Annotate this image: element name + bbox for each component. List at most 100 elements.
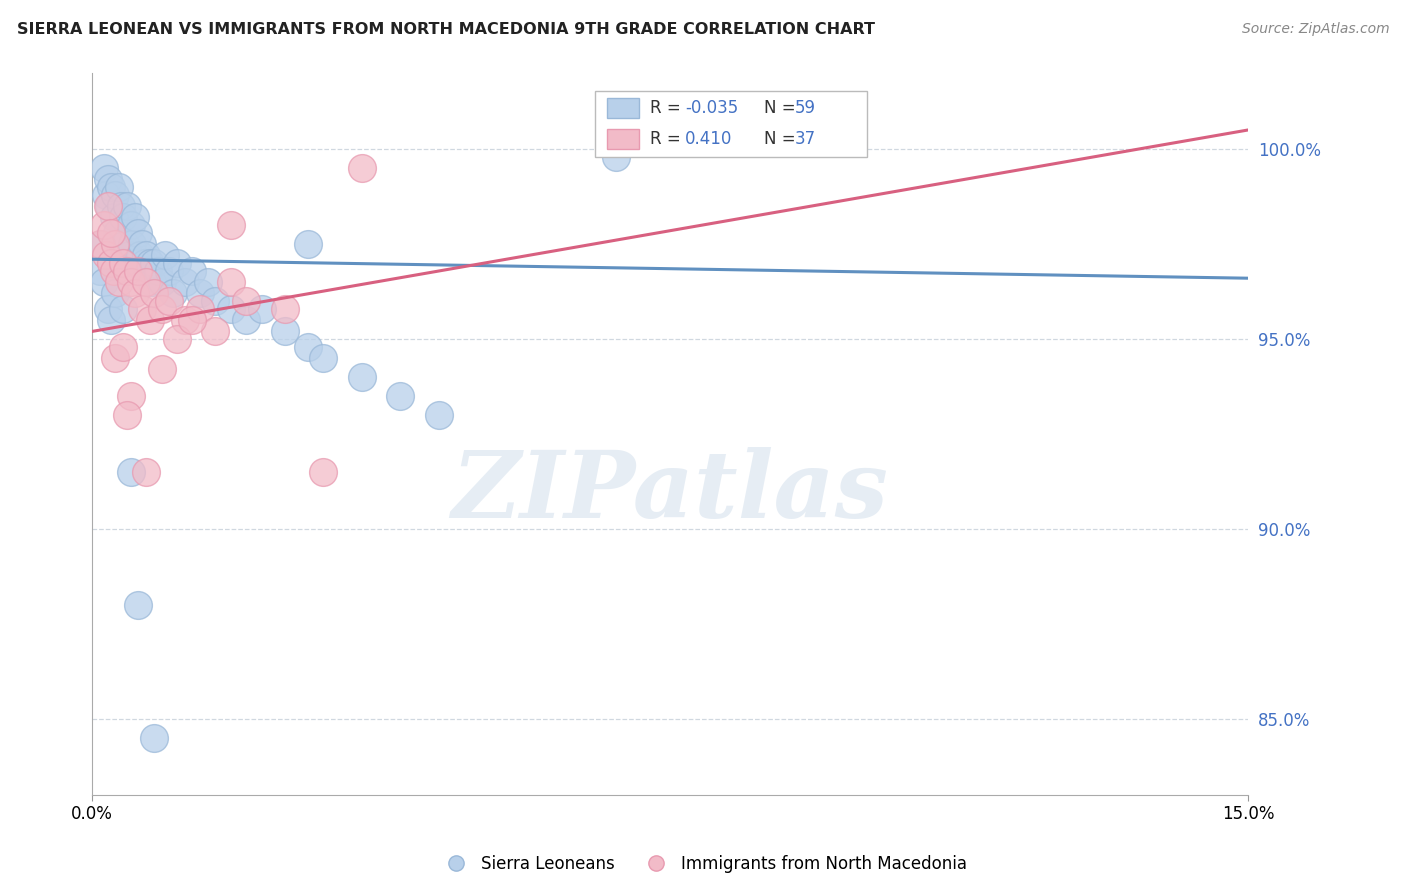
Point xyxy=(111,340,134,354)
Point xyxy=(129,248,152,262)
Point xyxy=(104,187,127,202)
Point xyxy=(100,180,122,194)
Point xyxy=(97,301,120,316)
Point xyxy=(134,256,156,270)
FancyBboxPatch shape xyxy=(606,128,638,149)
Text: 37: 37 xyxy=(794,129,815,148)
Point xyxy=(173,275,195,289)
Point xyxy=(297,237,319,252)
Point xyxy=(166,256,188,270)
Point xyxy=(197,275,219,289)
Point xyxy=(274,325,297,339)
FancyBboxPatch shape xyxy=(595,91,866,158)
Point xyxy=(127,263,149,277)
Point xyxy=(142,286,165,301)
Point xyxy=(131,237,153,252)
Point xyxy=(100,313,122,327)
Point xyxy=(100,256,122,270)
Point xyxy=(120,389,142,403)
Point xyxy=(131,301,153,316)
Point xyxy=(150,362,173,376)
Text: R =: R = xyxy=(651,99,686,118)
Point xyxy=(235,293,257,308)
Point xyxy=(157,263,180,277)
Point xyxy=(235,313,257,327)
Point xyxy=(115,263,138,277)
Point xyxy=(127,598,149,612)
Point xyxy=(142,256,165,270)
Text: Source: ZipAtlas.com: Source: ZipAtlas.com xyxy=(1241,22,1389,37)
Point xyxy=(136,263,159,277)
Point xyxy=(125,256,148,270)
Point xyxy=(103,211,125,225)
Point xyxy=(104,286,127,301)
Point xyxy=(124,286,146,301)
Point xyxy=(162,286,184,301)
Point xyxy=(108,180,131,194)
Point xyxy=(108,275,131,289)
Point xyxy=(93,218,115,232)
FancyBboxPatch shape xyxy=(606,98,638,119)
Point xyxy=(350,370,373,384)
Point xyxy=(139,256,162,270)
Point xyxy=(105,226,128,240)
Point xyxy=(120,275,142,289)
Point xyxy=(100,226,122,240)
Point xyxy=(114,237,136,252)
Point xyxy=(141,275,163,289)
Point xyxy=(274,301,297,316)
Point xyxy=(104,237,127,252)
Point xyxy=(139,313,162,327)
Point xyxy=(93,161,115,175)
Point xyxy=(181,313,204,327)
Point xyxy=(204,293,226,308)
Point xyxy=(166,332,188,346)
Point xyxy=(219,218,242,232)
Point xyxy=(110,199,132,213)
Point xyxy=(204,325,226,339)
Text: R =: R = xyxy=(651,129,686,148)
Point xyxy=(98,199,121,213)
Point xyxy=(135,248,157,262)
Point xyxy=(427,408,450,422)
Point xyxy=(350,161,373,175)
Point xyxy=(89,263,111,277)
Point xyxy=(103,263,125,277)
Text: SIERRA LEONEAN VS IMMIGRANTS FROM NORTH MACEDONIA 9TH GRADE CORRELATION CHART: SIERRA LEONEAN VS IMMIGRANTS FROM NORTH … xyxy=(17,22,875,37)
Point xyxy=(312,351,335,365)
Legend: Sierra Leoneans, Immigrants from North Macedonia: Sierra Leoneans, Immigrants from North M… xyxy=(432,848,974,880)
Point xyxy=(150,301,173,316)
Point xyxy=(135,275,157,289)
Point xyxy=(173,313,195,327)
Point xyxy=(118,248,141,262)
Point xyxy=(250,301,273,316)
Point xyxy=(111,256,134,270)
Point xyxy=(121,237,143,252)
Point xyxy=(89,237,111,252)
Text: -0.035: -0.035 xyxy=(685,99,738,118)
Point xyxy=(297,340,319,354)
Point xyxy=(93,275,115,289)
Point xyxy=(155,248,177,262)
Point xyxy=(120,465,142,479)
Point xyxy=(97,199,120,213)
Point xyxy=(312,465,335,479)
Text: N =: N = xyxy=(763,99,800,118)
Point xyxy=(124,211,146,225)
Point xyxy=(111,301,134,316)
Point xyxy=(219,301,242,316)
Point xyxy=(135,465,157,479)
Text: N =: N = xyxy=(763,129,800,148)
Text: 59: 59 xyxy=(794,99,815,118)
Text: ZIPatlas: ZIPatlas xyxy=(451,447,889,537)
Point xyxy=(127,226,149,240)
Point xyxy=(120,218,142,232)
Point xyxy=(605,150,627,164)
Point xyxy=(150,275,173,289)
Point xyxy=(146,263,169,277)
Point xyxy=(188,301,211,316)
Point xyxy=(115,408,138,422)
Point xyxy=(181,263,204,277)
Point xyxy=(157,293,180,308)
Point xyxy=(115,199,138,213)
